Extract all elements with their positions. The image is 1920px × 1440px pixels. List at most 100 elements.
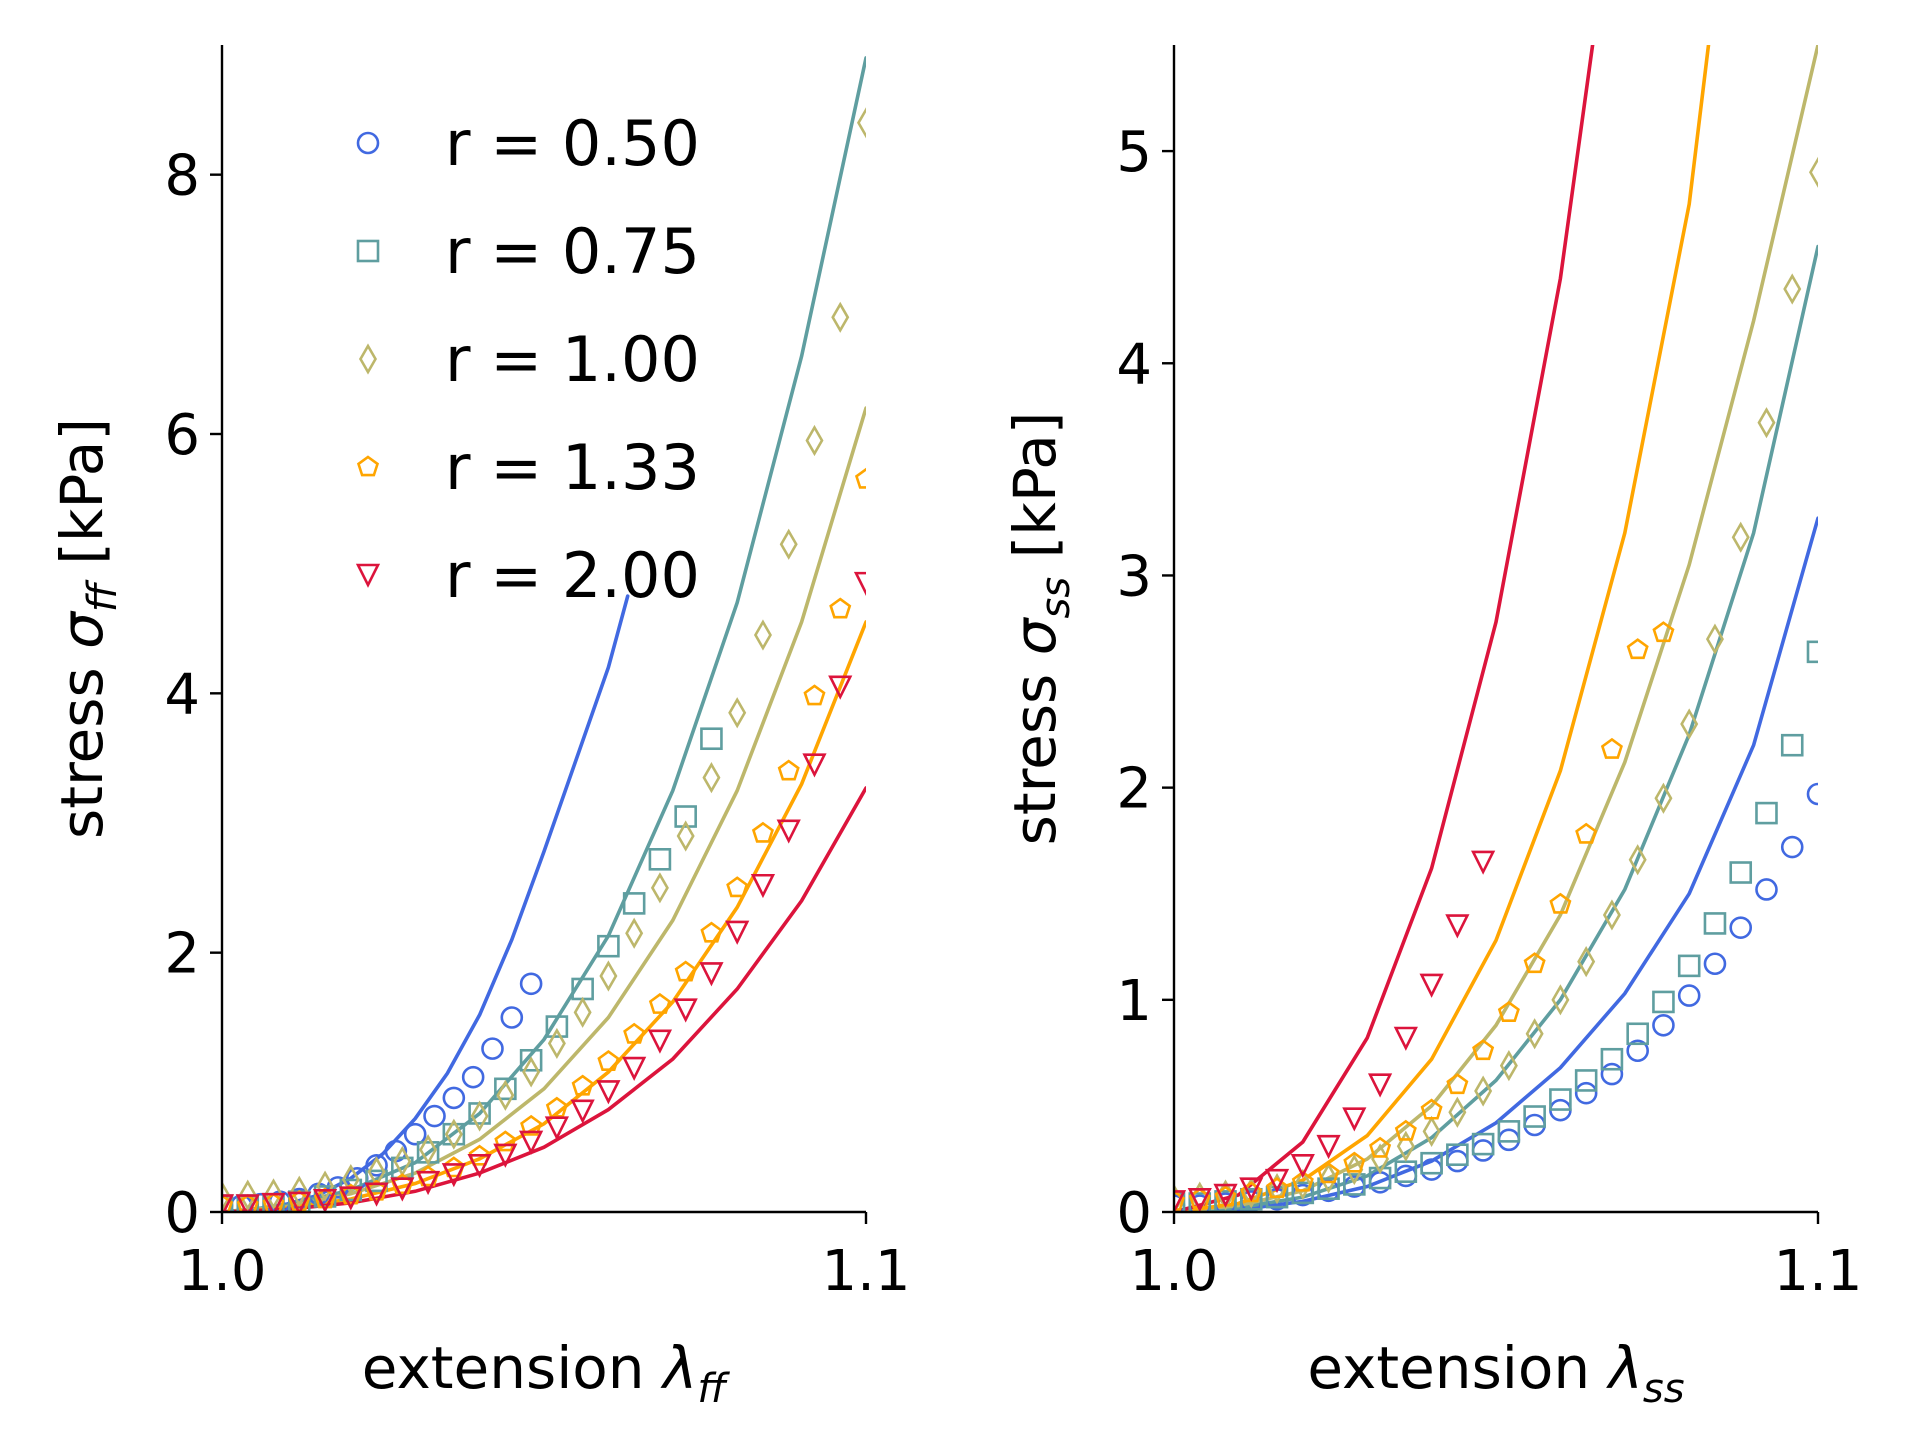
x-axis-label-subscript: ss [1643,1366,1685,1412]
data-point [390,1177,415,1202]
x-axis-label-text: extension [362,1334,663,1402]
data-point [673,998,698,1023]
legend: r = 0.50 r = 0.75 r = 1.00 r = 1.33 r = 2.00 [355,107,700,612]
y-tick-label: 3 [1116,544,1152,609]
data-point [1523,1105,1546,1128]
data-point [338,1186,363,1211]
data-point [467,1154,492,1179]
data-point [222,1194,234,1212]
data-point [1239,1187,1263,1211]
data-point [545,1015,569,1038]
data-point [1268,1173,1287,1205]
series-line-0 [1174,516,1818,1212]
legend-label: r = 0.50 [445,107,700,180]
data-point [1471,850,1496,875]
plot-area [222,56,866,1212]
data-point [699,962,724,987]
data-point [597,1049,620,1071]
data-point [1705,623,1724,655]
legend-item: r = 0.75 [356,215,700,288]
legend-marker [355,563,381,588]
data-point [700,727,723,751]
data-point [1574,1081,1598,1105]
y-tick-label: 4 [1116,332,1152,397]
data-point [290,1175,309,1207]
data-point [442,1122,466,1146]
data-point [1575,822,1598,844]
data-point [493,1143,518,1168]
data-point [1474,1075,1493,1107]
data-point [571,1074,594,1096]
data-point [494,1130,517,1152]
series-markers-2 [1174,156,1818,1212]
data-point [1577,946,1596,978]
data-point [1703,952,1727,976]
data-point [1497,1128,1521,1152]
data-point [1677,954,1701,978]
data-point [1290,1154,1315,1179]
data-point [423,1104,446,1128]
data-point [700,921,723,943]
series-line-2 [222,406,866,1212]
data-point [222,1194,235,1212]
data-point [316,1170,335,1202]
data-point [364,1182,389,1207]
legend-label: r = 0.75 [445,215,700,288]
y-tick-label: 2 [1116,757,1152,822]
data-point [1703,912,1727,935]
y-axis-label: stress σss [kPa] [1001,412,1079,846]
y-axis-label-subscript: ff [80,579,126,612]
legend-marker [358,343,378,375]
data-point [599,960,618,992]
data-point [648,992,671,1014]
data-point [1652,621,1675,643]
data-point [725,920,750,945]
series-markers-3 [1174,621,1675,1211]
data-point [1317,1162,1340,1184]
data-point [461,1065,485,1089]
data-point [403,1122,427,1146]
data-point [648,848,672,871]
series-markers-1 [1174,640,1818,1212]
data-point [805,424,824,457]
y-tick-label: 2 [164,922,200,987]
data-point [1316,1134,1341,1160]
legend-marker [356,131,380,155]
data-point [726,876,749,898]
data-point [1729,861,1753,884]
data-point [544,1116,569,1141]
y-tick-label: 0 [164,1181,200,1246]
data-point [728,697,747,729]
data-point [1343,1151,1366,1173]
x-axis-label-symbol: λ [660,1334,697,1402]
data-point [1420,1151,1443,1175]
data-point [365,1154,388,1177]
data-point [751,821,774,843]
data-point [1471,1139,1495,1162]
data-point [1806,640,1818,664]
data-point [1600,1062,1624,1086]
data-point [1626,1022,1649,1046]
data-point [442,1086,466,1110]
data-point [1264,1168,1290,1194]
data-point [1677,984,1701,1007]
data-point [1188,1192,1212,1212]
data-point [1523,952,1546,974]
data-point [1367,1073,1393,1098]
data-point [753,619,772,651]
x-axis-label-subscript: ff [697,1366,730,1412]
data-point [622,1056,647,1081]
legend-label: r = 1.33 [445,431,700,504]
data-point [1600,1047,1624,1071]
data-point [519,1048,543,1072]
data-point [1419,973,1444,998]
data-point [596,1080,621,1105]
x-tick-label: 1.0 [177,1239,266,1304]
data-point [441,1163,466,1188]
data-point [622,892,646,915]
legend-marker [356,239,380,263]
y-axis-label-symbol: σ [48,610,116,649]
data-point [1291,1170,1314,1192]
